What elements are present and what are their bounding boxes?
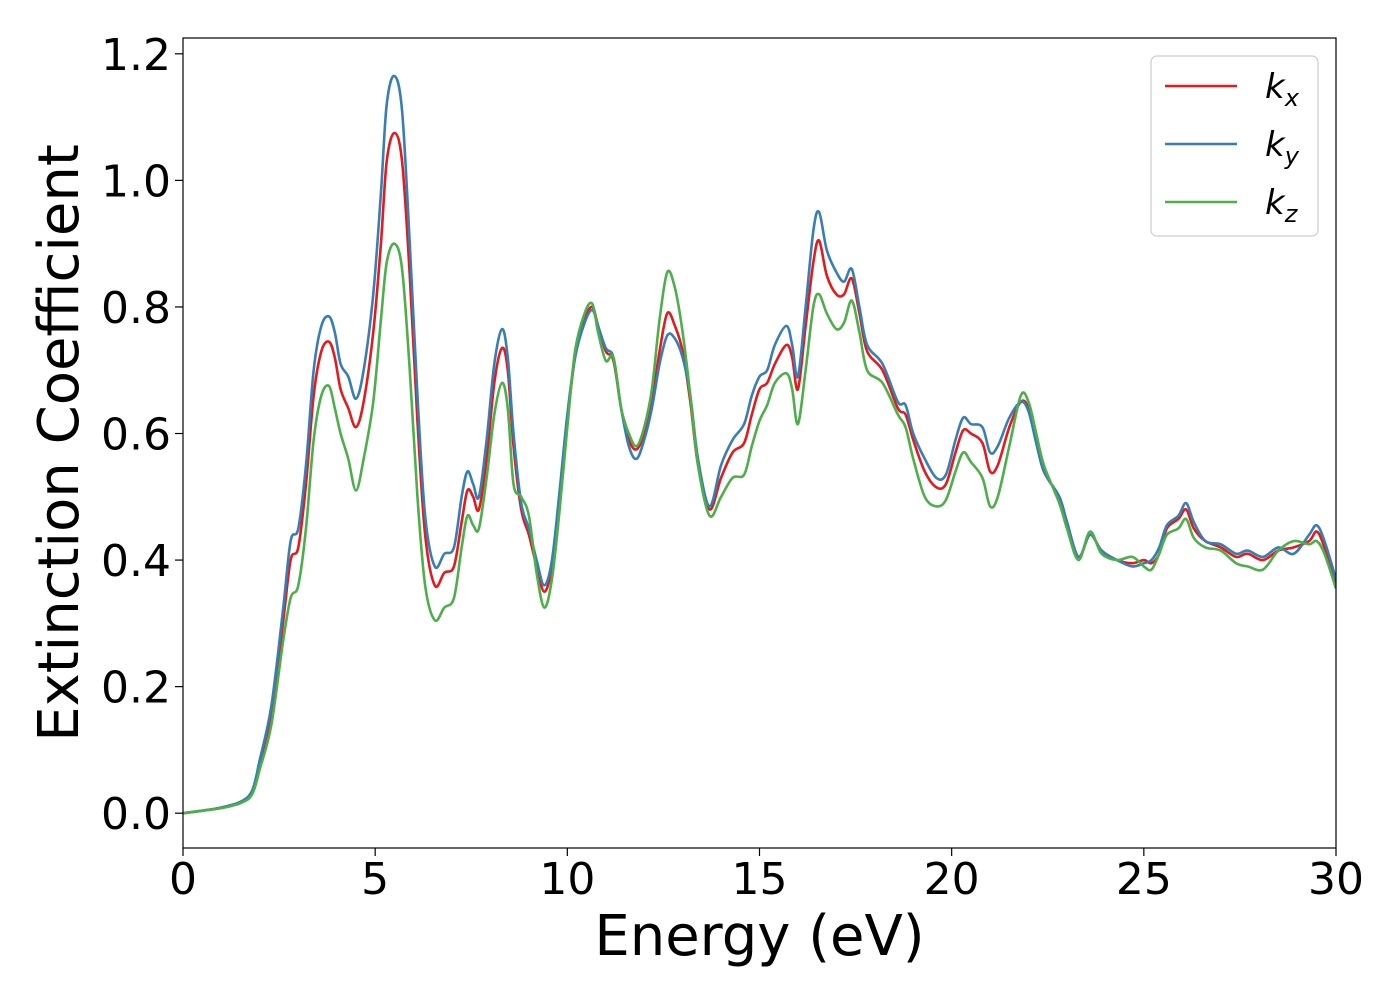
series-line-z — [183, 242, 1336, 815]
x-tick-label: 15 — [732, 854, 788, 905]
x-tick-label: 30 — [1308, 854, 1364, 905]
series-layer — [183, 74, 1336, 815]
y-tick-label: 0.0 — [101, 789, 171, 840]
x-axis-title: Energy (eV) — [594, 904, 924, 969]
ticks-layer: 0 5 10 15 20 25 30 0.0 0.2 0.4 0.6 0.8 1.0 1.2 — [101, 30, 1364, 905]
y-tick-label: 0.4 — [101, 536, 171, 587]
x-tick-label: 10 — [539, 854, 595, 905]
y-tick-label: 0.6 — [101, 410, 171, 461]
legend-label-z: kz — [1265, 183, 1299, 228]
x-tick-label: 5 — [361, 854, 389, 905]
legend-label-x: kx — [1265, 67, 1300, 112]
y-tick-label: 0.8 — [101, 283, 171, 334]
y-tick-label: 1.0 — [101, 156, 171, 207]
legend-label-y: ky — [1265, 125, 1300, 170]
y-tick-label: 0.2 — [101, 663, 171, 714]
legend-box — [1150, 55, 1319, 237]
x-tick-label: 0 — [169, 854, 197, 905]
x-tick-label: 20 — [924, 854, 980, 905]
y-tick-label: 1.2 — [101, 30, 171, 81]
y-axis-title: Extinction Coefficient — [27, 144, 92, 742]
x-tick-label: 25 — [1116, 854, 1172, 905]
legend: kx ky kz — [1150, 55, 1319, 237]
